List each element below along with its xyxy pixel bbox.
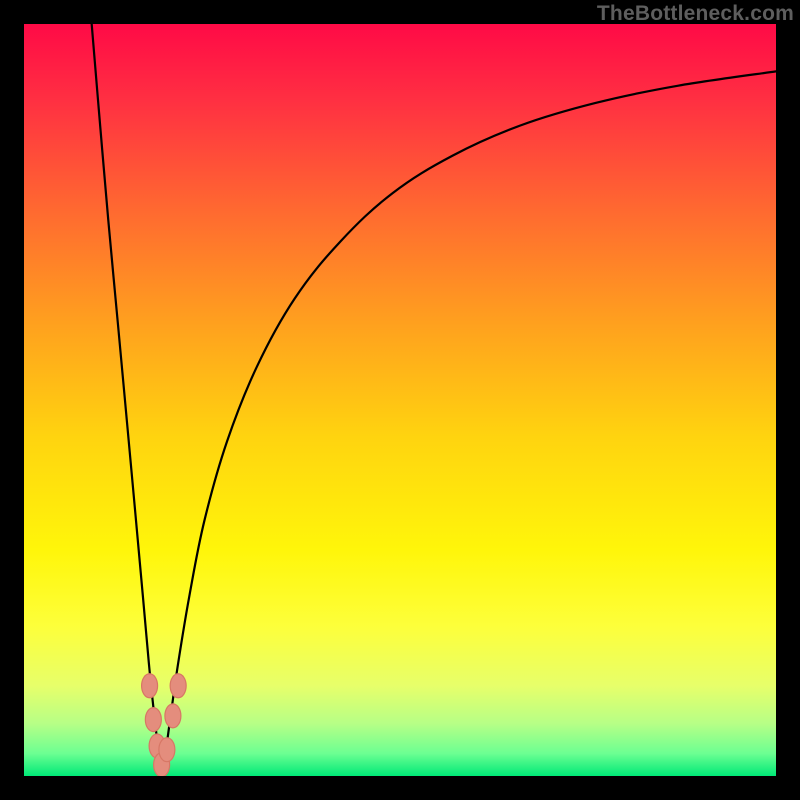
curve-right-branch bbox=[162, 71, 776, 772]
chart-container: TheBottleneck.com bbox=[0, 0, 800, 800]
marker-point bbox=[165, 704, 181, 728]
marker-point bbox=[170, 674, 186, 698]
marker-point bbox=[145, 708, 161, 732]
curve-left-branch bbox=[92, 24, 162, 772]
watermark-text: TheBottleneck.com bbox=[597, 2, 794, 26]
marker-point bbox=[142, 674, 158, 698]
curve-overlay bbox=[24, 24, 776, 776]
marker-point bbox=[159, 738, 175, 762]
plot-area bbox=[24, 24, 776, 776]
